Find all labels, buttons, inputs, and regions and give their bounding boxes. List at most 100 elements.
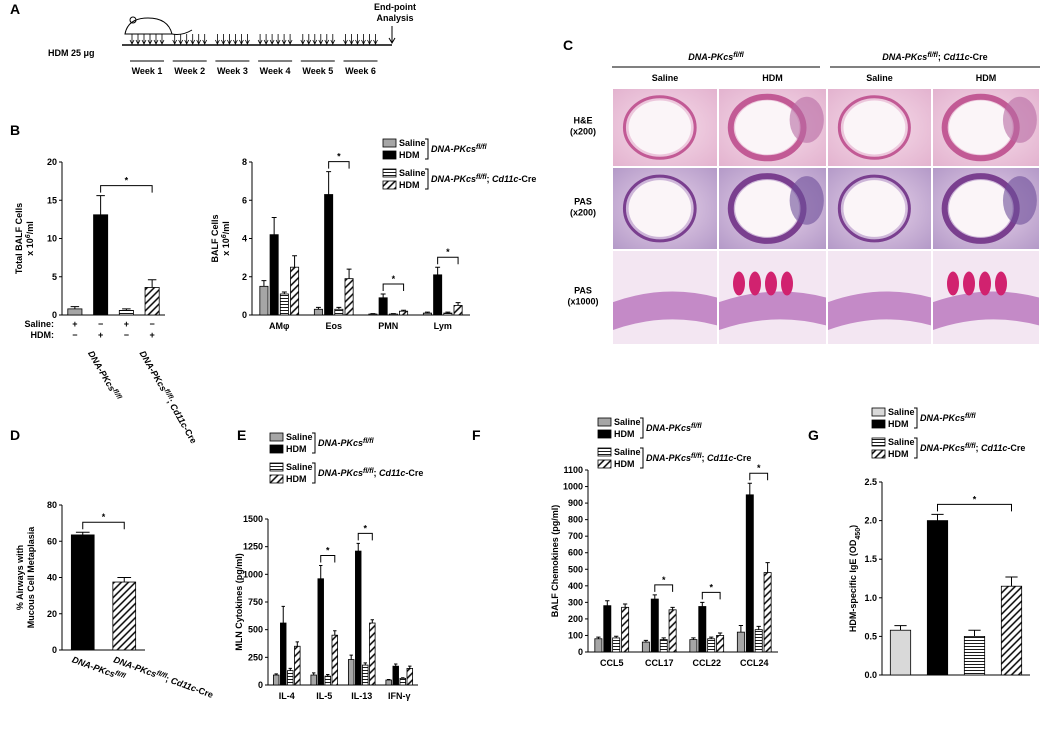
airway-lumen	[735, 100, 800, 155]
x-tick-label: CCL5	[600, 658, 624, 668]
superscript: fl/fl	[691, 453, 703, 460]
row-label: PAS	[574, 197, 592, 207]
legend-label: Saline	[399, 138, 426, 148]
dose-arrow	[153, 34, 159, 45]
micrograph	[828, 89, 931, 166]
dose-arrow	[275, 34, 281, 45]
text-part: ;	[976, 443, 982, 453]
bar	[603, 605, 612, 653]
group-header: DNA-PKcsfl/fl; Cd11c-Cre	[882, 52, 987, 63]
significance-bracket	[654, 584, 674, 592]
italic-text: DNA-PKcs	[920, 413, 965, 423]
panel-label: A	[10, 1, 20, 17]
y-tick-label: 0	[258, 680, 263, 690]
bar	[668, 609, 677, 653]
error-bar	[326, 171, 332, 195]
design-mark: −	[124, 330, 129, 340]
inflammation	[1002, 176, 1037, 225]
y-tick-label: 6	[242, 195, 247, 205]
superscript: fl/fl	[112, 388, 124, 402]
italic-text: DNA-PKcs	[688, 52, 733, 62]
legend-bracket	[312, 462, 316, 484]
italic-text: DNA-PKcs	[920, 443, 965, 453]
dose-arrow	[239, 34, 244, 45]
significance-label: *	[326, 545, 330, 555]
dose-arrow	[330, 34, 336, 45]
dose-arrow	[263, 34, 269, 45]
text-part: ;	[702, 453, 708, 463]
mucus-cell	[979, 271, 991, 296]
column-header: Saline	[866, 73, 893, 83]
y-tick-label: 1000	[563, 482, 583, 492]
legend-group-label: DNA-PKcsfl/fl	[920, 413, 977, 424]
legend-label: Saline	[286, 432, 313, 442]
y-tick-label: 200	[568, 614, 583, 624]
significance-bracket	[937, 503, 1012, 512]
legend-swatch	[871, 407, 886, 417]
dose-arrow	[202, 34, 208, 45]
bar	[716, 635, 725, 653]
airway-wall	[837, 95, 911, 160]
y-tick-label: 1500	[243, 514, 263, 524]
error-bar	[709, 636, 714, 639]
bar	[279, 293, 289, 316]
y-tick-label: 500	[248, 625, 263, 635]
error-bar	[363, 662, 367, 666]
text-part: ;	[374, 468, 380, 478]
micrograph	[933, 168, 1039, 249]
error-bar	[319, 564, 323, 579]
bar	[362, 664, 369, 686]
dose-arrow	[355, 34, 360, 45]
legend-label: Saline	[888, 407, 915, 417]
y-tick-label: 0.0	[864, 670, 877, 680]
significance-bracket	[382, 283, 405, 291]
design-mark: +	[98, 330, 103, 340]
design-mark: +	[72, 319, 77, 329]
bar	[259, 285, 269, 316]
superscript: fl/fl	[476, 174, 488, 181]
text-part: -Cre	[733, 453, 751, 463]
mucus-cell	[733, 271, 745, 296]
legend-bracket	[640, 447, 644, 469]
error-bar	[700, 601, 705, 607]
bar	[707, 638, 716, 653]
endpoint-label: Analysis	[376, 13, 413, 23]
error-bar	[738, 625, 744, 633]
bar	[331, 634, 339, 686]
airway-lumen	[628, 180, 691, 237]
bar	[659, 639, 668, 653]
significance-label: *	[125, 176, 129, 186]
legend-bracket	[425, 168, 429, 190]
text-part: ;	[938, 52, 944, 62]
italic-text: DNA-PKcs	[431, 174, 476, 184]
row-label: (x200)	[570, 208, 596, 218]
bar	[745, 494, 754, 653]
subscript: 450	[855, 528, 862, 540]
epithelium	[719, 291, 826, 331]
italic-text: Cd11c	[492, 174, 518, 184]
y-tick-label: 10	[47, 234, 57, 244]
mucus-cell	[781, 271, 793, 296]
significance-bracket	[328, 161, 350, 169]
superscript: 6	[25, 234, 32, 238]
legend-label: Saline	[614, 417, 641, 427]
bar	[368, 313, 378, 316]
week-label: Week 4	[260, 66, 291, 76]
micrograph	[719, 89, 826, 166]
y-tick-label: 0	[578, 647, 583, 657]
superscript: fl/fl	[363, 468, 375, 475]
italic-text: DNA-PKcs	[318, 468, 363, 478]
bar	[453, 305, 463, 316]
error-bar	[122, 308, 131, 311]
x-tick-label: IL-5	[316, 691, 332, 701]
dose-arrow	[318, 34, 324, 45]
row-label: (x200)	[570, 127, 596, 137]
y-tick-label: 100	[568, 630, 583, 640]
legend-group-label: DNA-PKcsfl/fl	[318, 438, 375, 449]
bar	[641, 641, 650, 653]
bar	[347, 659, 355, 686]
italic-text: Cd11c	[707, 453, 733, 463]
micrograph	[828, 251, 931, 344]
error-bar	[333, 630, 337, 636]
y-tick-label: 40	[47, 573, 57, 583]
